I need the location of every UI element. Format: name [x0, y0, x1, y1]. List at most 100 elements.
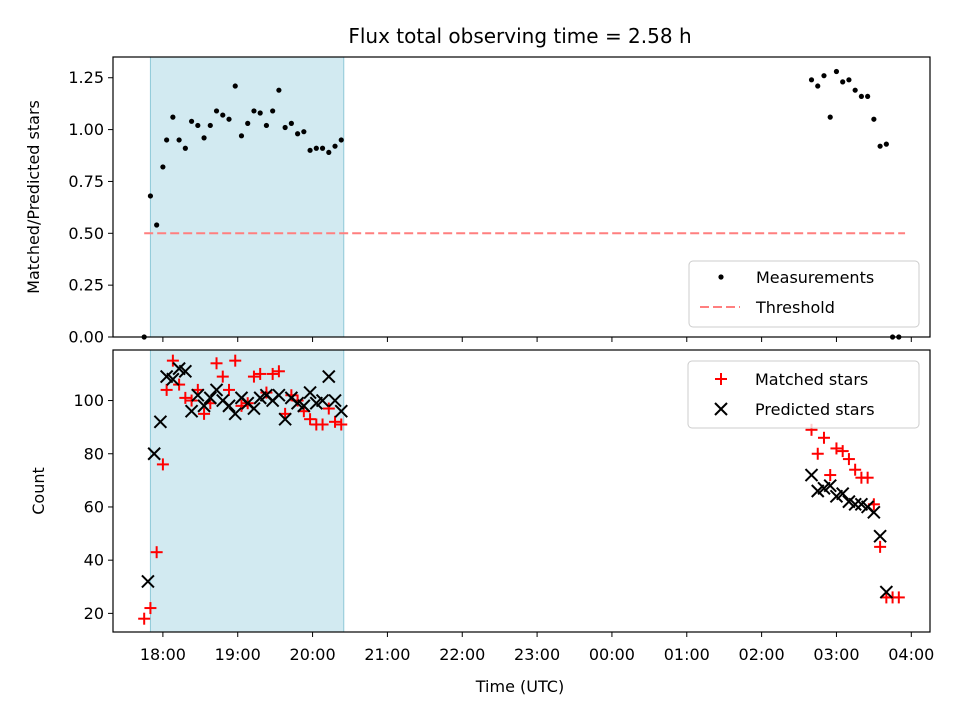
legend-marker-measurements — [718, 274, 724, 280]
y-tick-label: 0.75 — [68, 172, 104, 191]
measurements-point — [883, 141, 889, 147]
x-tick-label: 18:00 — [140, 645, 186, 664]
matched-stars-point — [304, 413, 317, 426]
measurements-point — [865, 93, 871, 100]
matched-stars-point — [223, 383, 236, 396]
predicted-stars-point — [141, 574, 155, 589]
measurements-point — [338, 137, 344, 143]
matched-stars-point — [892, 591, 905, 604]
measurements-point — [263, 122, 270, 129]
matched-stars-point — [216, 370, 229, 383]
predicted-stars-point — [247, 401, 261, 416]
measurements-point — [276, 87, 282, 93]
matched-stars-point — [229, 354, 242, 367]
predicted-stars-point — [823, 478, 837, 493]
matched-stars-point — [322, 402, 335, 415]
predicted-stars-point — [848, 497, 862, 512]
legend-label-matched: Matched stars — [755, 370, 868, 389]
predicted-stars-point — [303, 385, 317, 400]
measurements-point — [326, 149, 332, 156]
top-axes-frame — [112, 56, 931, 338]
measurements-point — [319, 145, 326, 151]
bottom-axes-frame — [112, 349, 931, 633]
measurements-point — [270, 108, 276, 114]
x-tick-label: 22:00 — [439, 645, 485, 664]
bottom-legend-box — [687, 360, 920, 429]
measurements-point — [858, 93, 864, 100]
y-tick-label: 0.00 — [68, 328, 104, 347]
matched-stars-point — [817, 431, 830, 444]
matched-stars-point — [335, 418, 348, 431]
y-tick-label: 60 — [84, 497, 104, 516]
measurements-point — [164, 137, 170, 143]
measurements-point — [846, 77, 852, 83]
x-axis-label: Time (UTC) — [475, 677, 564, 696]
shaded-span — [149, 56, 345, 338]
y-tick-label: 100 — [73, 391, 104, 410]
y-tick-label: 1.25 — [68, 68, 104, 87]
measurements-point — [238, 133, 245, 139]
measurements-point — [877, 143, 883, 149]
measurements-point — [195, 122, 201, 129]
matched-stars-point — [874, 540, 887, 553]
matched-stars-point — [144, 602, 157, 615]
predicted-stars-point — [222, 399, 236, 413]
predicted-stars-point — [147, 447, 161, 461]
matched-stars-point — [166, 354, 179, 367]
predicted-stars-point — [804, 468, 819, 482]
measurements-point — [160, 164, 166, 170]
measurements-point — [833, 68, 840, 75]
measurements-point — [332, 143, 338, 149]
measurements-point — [226, 116, 232, 122]
matched-stars-point — [198, 407, 211, 420]
legend-label-measurements: Measurements — [756, 268, 874, 287]
top-legend: Measurements Threshold — [688, 260, 920, 328]
predicted-stars-point — [272, 388, 286, 402]
chart-title: Flux total observing time = 2.58 h — [348, 24, 691, 48]
matched-stars-point — [824, 469, 837, 482]
measurements-point — [301, 129, 307, 135]
predicted-stars-point — [228, 407, 242, 421]
predicted-stars-point — [334, 404, 348, 418]
predicted-stars-point — [297, 399, 311, 413]
predicted-stars-point — [867, 505, 881, 519]
predicted-stars-point — [328, 393, 342, 408]
measurements-point — [232, 83, 238, 89]
matched-stars-point — [836, 445, 849, 458]
matched-stars-point — [160, 383, 173, 396]
matched-stars-point — [210, 357, 223, 370]
measurements-point — [307, 147, 313, 153]
predicted-stars-point — [879, 585, 894, 599]
measurements-point — [257, 110, 263, 116]
y-tick-label: 20 — [84, 604, 104, 623]
x-tick-label: 03:00 — [813, 645, 859, 664]
measurements-point — [207, 122, 213, 129]
x-tick-label: 20:00 — [290, 645, 336, 664]
y-tick-label: 1.00 — [68, 120, 104, 139]
measurements-point — [170, 114, 176, 120]
top-panel: 0.00 0.25 0.50 0.75 1.00 1.25 Matched/Predict… — [24, 56, 931, 347]
measurements-point — [821, 73, 827, 79]
legend-label-predicted: Predicted stars — [755, 400, 875, 419]
y-tick-label: 40 — [84, 551, 104, 570]
measurements-point — [176, 137, 182, 143]
bottom-legend: Matched stars Predicted stars — [687, 360, 920, 429]
top-y-axis-label: Matched/Predicted stars — [24, 100, 43, 294]
measurements-point — [201, 135, 207, 141]
matched-stars-point — [266, 367, 279, 380]
x-tick-label: 04:00 — [888, 645, 934, 664]
x-tick-label: 21:00 — [364, 645, 410, 664]
predicted-stars-point — [197, 399, 211, 413]
measurements-point — [295, 131, 301, 137]
predicted-stars-point — [873, 529, 887, 543]
matched-stars-point — [811, 447, 824, 460]
matched-stars-point — [329, 415, 342, 428]
predicted-stars-point — [209, 383, 224, 397]
predicted-stars-point — [191, 388, 205, 402]
predicted-stars-point — [322, 369, 336, 384]
matched-stars-point — [247, 370, 260, 383]
x-tick-label: 23:00 — [514, 645, 560, 664]
measurements-point — [188, 118, 195, 124]
measurements-point — [852, 87, 858, 93]
